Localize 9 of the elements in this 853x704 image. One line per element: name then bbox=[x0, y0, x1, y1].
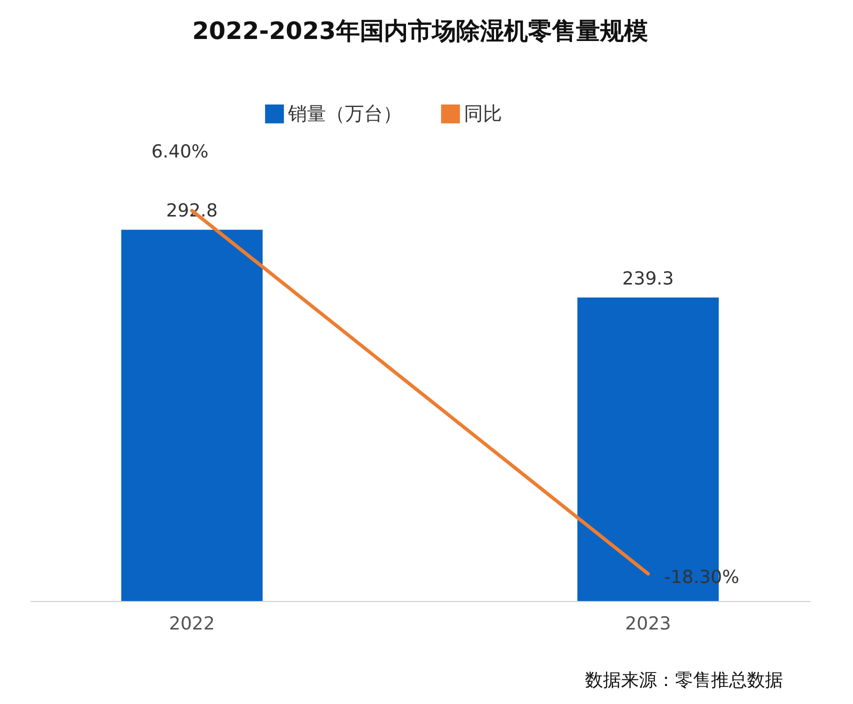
x-tick-label: 2023 bbox=[625, 614, 671, 634]
data-label: 292.8 bbox=[166, 200, 218, 222]
source-note: 数据来源：零售推总数据 bbox=[584, 669, 783, 692]
legend-label: 销量（万台） bbox=[287, 102, 402, 125]
data-label: 239.3 bbox=[622, 268, 674, 290]
data-label: 6.40% bbox=[151, 142, 209, 163]
chart-title: 2022-2023年国内市场除湿机零售量规模 bbox=[192, 17, 648, 45]
legend-label: 同比 bbox=[464, 102, 502, 125]
x-tick-label: 2022 bbox=[169, 614, 215, 634]
